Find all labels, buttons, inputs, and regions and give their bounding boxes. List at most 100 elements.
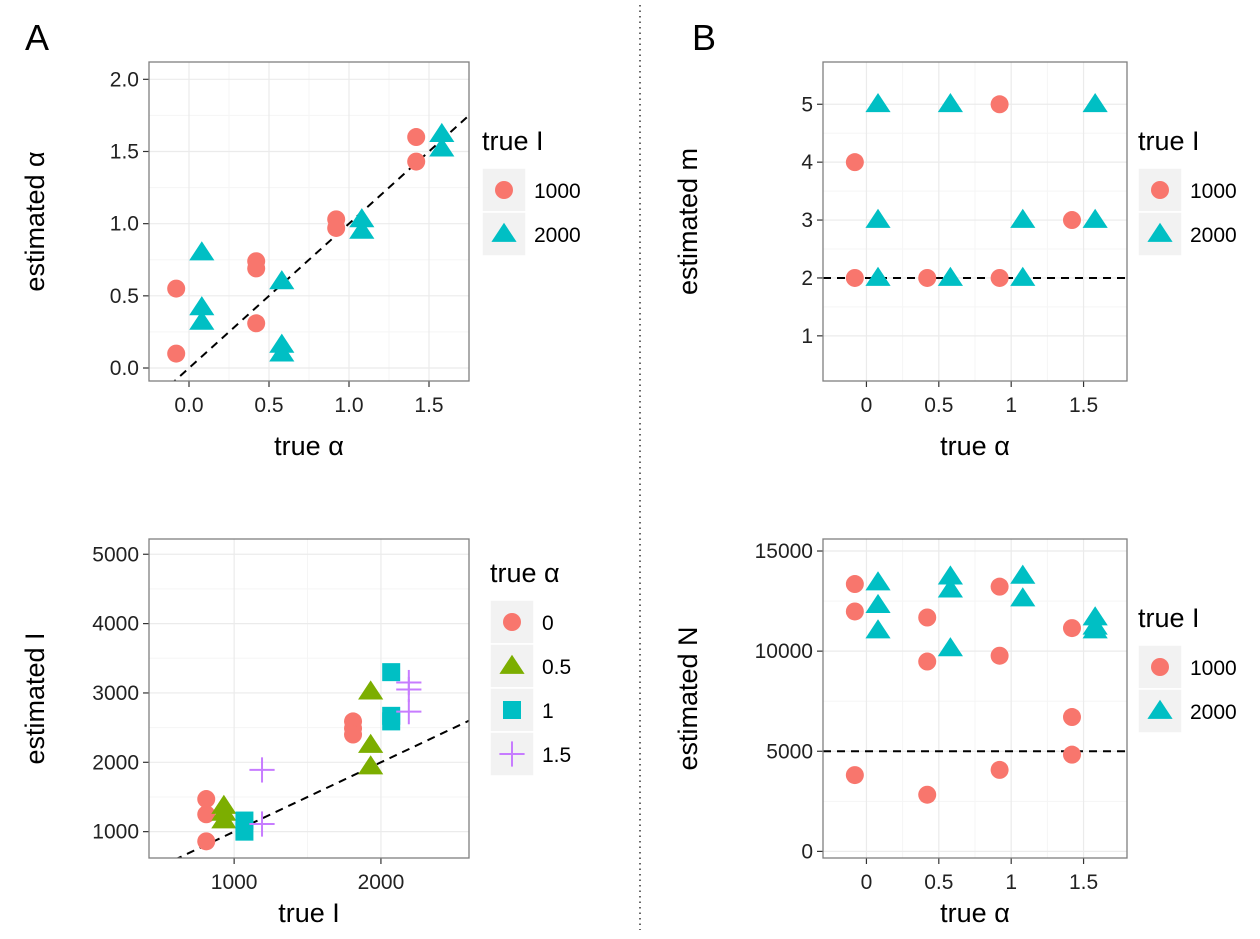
legend-label: 1000 xyxy=(1190,180,1237,203)
legend: true I 1000 2000 xyxy=(481,126,581,257)
panel-label-a: A xyxy=(25,17,49,58)
legend-marker xyxy=(495,181,513,199)
x-tick-label: 1.5 xyxy=(1069,394,1098,417)
data-point xyxy=(358,680,384,700)
data-point xyxy=(407,128,426,147)
data-point xyxy=(197,832,216,851)
data-point xyxy=(937,637,963,657)
x-tick-label: 0.5 xyxy=(924,394,953,417)
data-point xyxy=(845,153,864,172)
data-point xyxy=(1010,208,1036,228)
legend-label: 2000 xyxy=(534,224,581,247)
series-1000 xyxy=(167,128,426,363)
plot-frame xyxy=(148,538,470,859)
data-point xyxy=(1010,266,1036,286)
data-point xyxy=(396,676,422,703)
series-1000 xyxy=(845,575,1081,804)
grid-lines xyxy=(149,539,469,858)
y-axis-title: estimated N xyxy=(673,626,703,770)
data-point xyxy=(167,344,186,363)
data-point xyxy=(918,608,937,627)
data-point xyxy=(918,268,937,287)
data-point xyxy=(1082,619,1108,639)
legend: true α 0 0.5 1 1.5 xyxy=(489,558,571,777)
series-0 xyxy=(197,712,363,851)
legend-title: true I xyxy=(1138,603,1200,633)
y-tick-label: 0 xyxy=(801,840,813,863)
y-axis-title: estimated m xyxy=(673,148,703,295)
data-point xyxy=(937,565,963,585)
plot-background xyxy=(149,539,469,858)
data-point xyxy=(235,822,254,841)
data-point xyxy=(865,266,891,286)
data-point xyxy=(197,805,216,824)
data-point xyxy=(865,208,891,228)
data-point xyxy=(990,95,1009,114)
legend-key xyxy=(1137,688,1183,734)
data-point xyxy=(865,571,891,591)
data-point xyxy=(189,296,215,316)
legend-label: 0.5 xyxy=(542,656,571,679)
data-point xyxy=(249,811,275,837)
x-tick-label: 0.5 xyxy=(924,871,953,894)
data-point xyxy=(344,725,363,744)
data-point xyxy=(269,270,295,290)
data-point xyxy=(865,593,891,613)
data-point xyxy=(1062,619,1081,638)
y-tick-label: 15000 xyxy=(755,540,813,563)
data-point xyxy=(269,342,295,362)
chart-tl: 0.0 0.5 1.0 1.5 0.0 0.5 1.0 1.5 2.0 true α estimat… xyxy=(20,61,581,461)
y-tick-label: 0.5 xyxy=(110,285,139,308)
data-point xyxy=(189,310,215,330)
legend-label: 1000 xyxy=(534,180,581,203)
plot-frame xyxy=(822,61,1128,382)
chart-tr: 0 0.5 1 1.5 1 2 3 4 5 true α estimated m true I 1000… xyxy=(673,61,1237,461)
legend-marker xyxy=(1151,181,1169,199)
data-point xyxy=(429,122,455,143)
plot-frame xyxy=(148,61,470,382)
legend-marker xyxy=(499,654,525,674)
data-point xyxy=(1010,587,1036,607)
data-point xyxy=(845,575,864,594)
x-axis-title: true α xyxy=(940,898,1010,928)
data-point xyxy=(349,219,375,239)
legend-label: 1.5 xyxy=(542,744,571,767)
data-point xyxy=(990,760,1009,779)
legend-label: 1 xyxy=(542,700,554,723)
data-point xyxy=(197,790,216,809)
data-point xyxy=(429,137,455,157)
x-axis-title: true α xyxy=(940,431,1010,461)
plot-frame xyxy=(822,538,1128,859)
data-point xyxy=(349,208,375,228)
grid-lines xyxy=(823,539,1127,858)
legend-label: 1000 xyxy=(1190,657,1237,680)
y-tick-label: 4 xyxy=(801,151,813,174)
series-2000 xyxy=(865,564,1108,657)
legend-key xyxy=(489,643,535,689)
legend-marker xyxy=(491,222,517,242)
y-tick-label: 2.0 xyxy=(110,68,139,91)
legend: true I 1000 2000 xyxy=(1137,126,1237,257)
data-point xyxy=(249,757,275,783)
chart-br: 0 0.5 1 1.5 0 5000 10000 15000 true α estimated N… xyxy=(673,538,1237,928)
y-tick-label: 2 xyxy=(801,267,813,290)
data-point xyxy=(358,755,384,775)
y-tick-label: 1000 xyxy=(92,821,139,844)
grid-lines xyxy=(149,62,469,381)
data-point xyxy=(845,766,864,785)
data-point xyxy=(865,93,891,113)
legend-marker xyxy=(503,613,521,631)
x-tick-label: 0 xyxy=(861,871,873,894)
x-tick-label: 1.5 xyxy=(414,394,443,417)
data-point xyxy=(167,279,186,298)
y-tick-label: 3000 xyxy=(92,682,139,705)
y-axis-title: estimated α xyxy=(20,151,50,291)
x-tick-label: 1 xyxy=(1005,871,1017,894)
data-point xyxy=(211,809,237,829)
series-2000 xyxy=(189,122,455,362)
legend-label: 2000 xyxy=(1190,224,1237,247)
data-point xyxy=(1062,745,1081,764)
series-1000 xyxy=(845,95,1081,287)
x-tick-label: 1 xyxy=(1005,394,1017,417)
